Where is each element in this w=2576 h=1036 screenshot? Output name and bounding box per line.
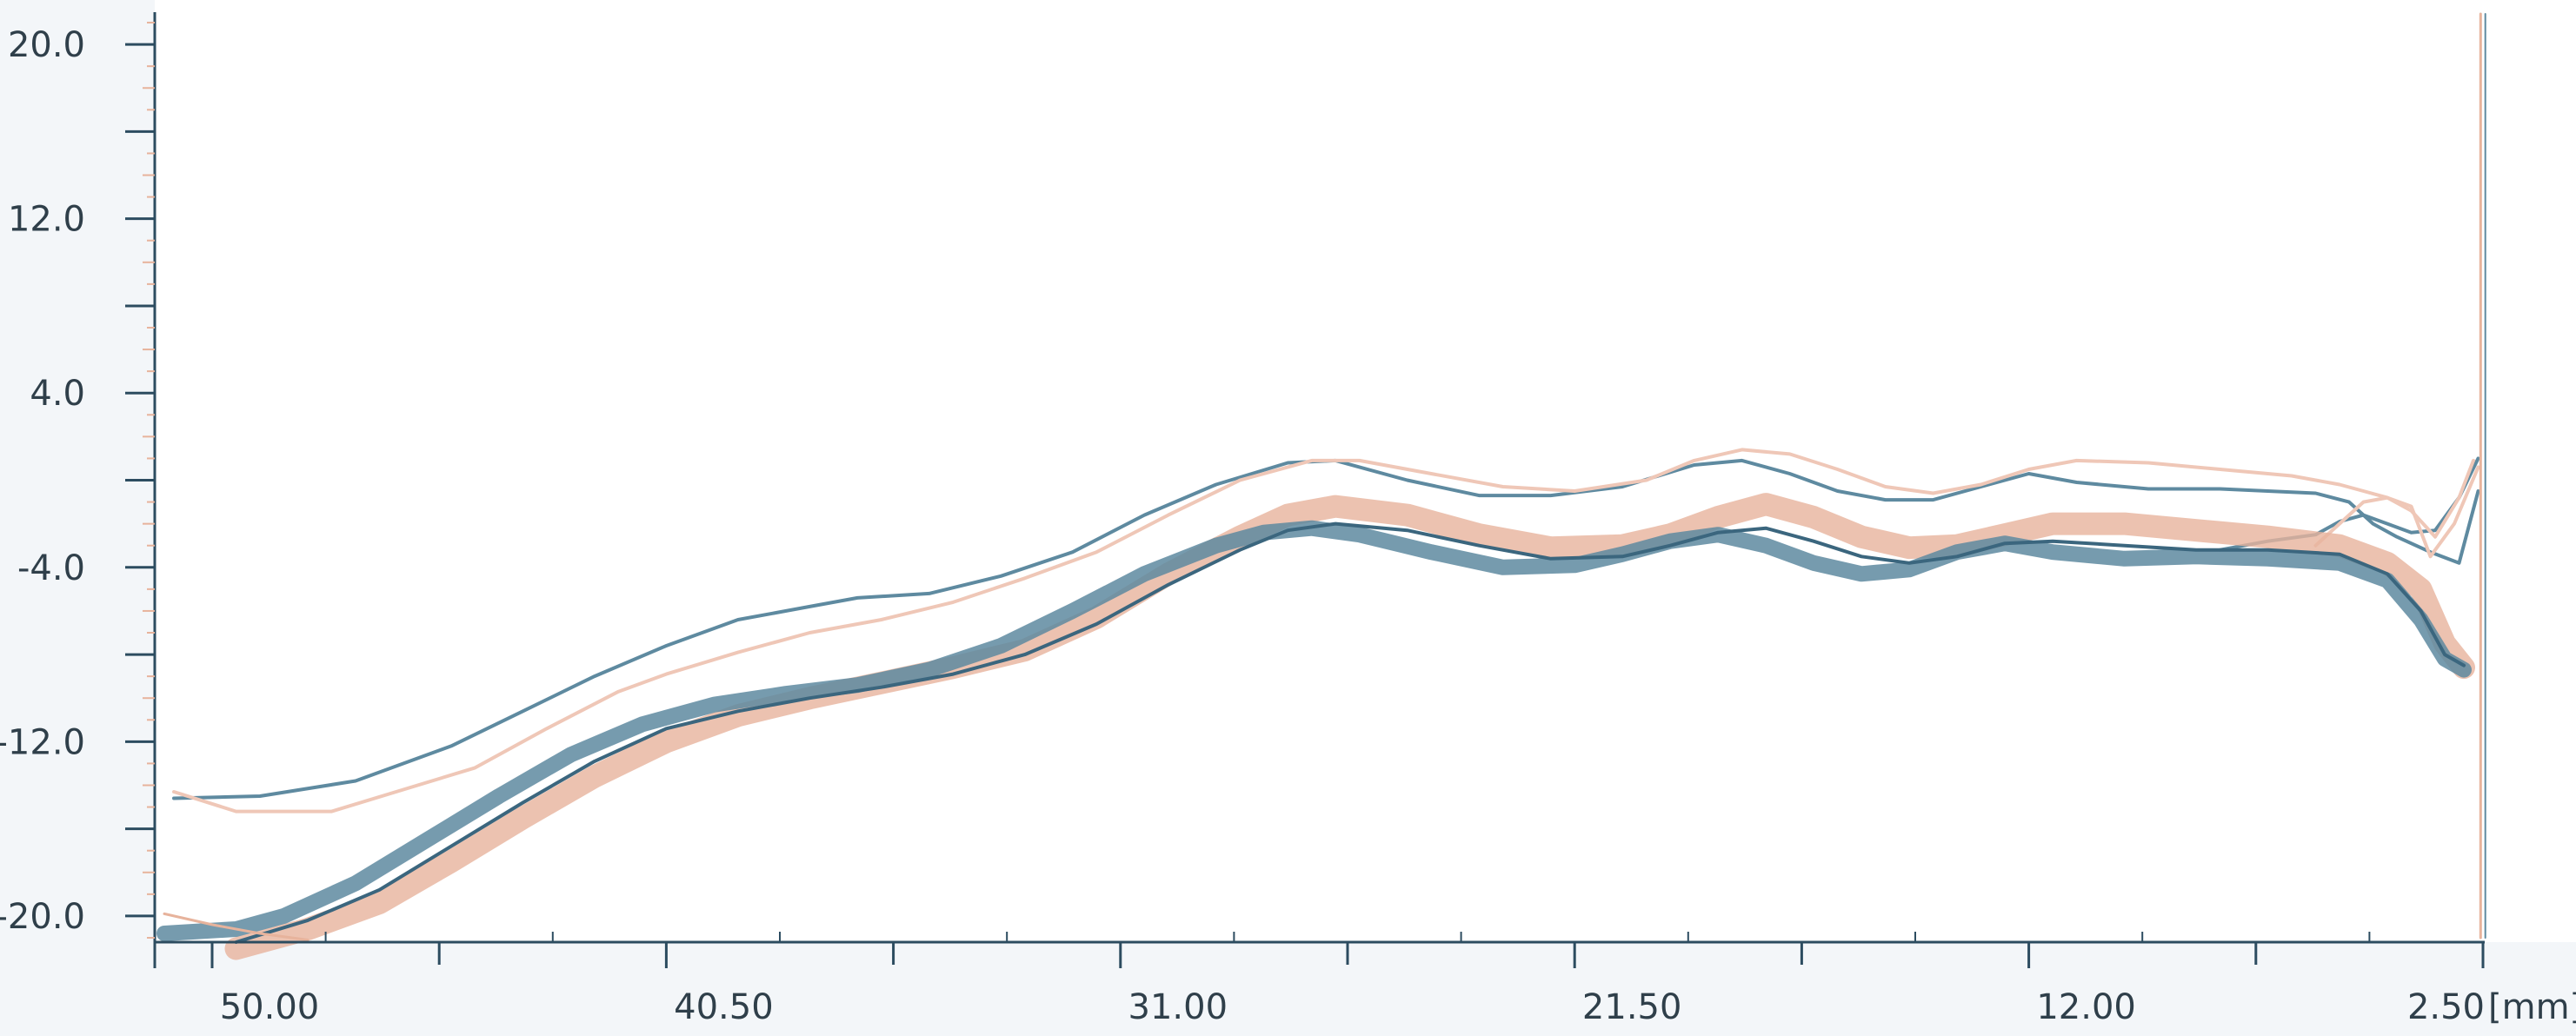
label-layer: 20.0 12.0 4.0 -4.0 -12.0 -20.0 50.00 40.50 31.00… bbox=[0, 25, 2576, 1027]
x-tick-label-6: 2.50 bbox=[2407, 987, 2485, 1027]
series-line-8 bbox=[163, 912, 310, 941]
x-tick-label-2: 40.50 bbox=[674, 987, 774, 1027]
y-tick-label-1: 20.0 bbox=[8, 25, 85, 65]
y-tick-label-3: 4.0 bbox=[30, 374, 85, 414]
series-line-6 bbox=[156, 520, 2472, 941]
series-line-5 bbox=[224, 493, 2475, 960]
series-line-1 bbox=[172, 458, 2480, 800]
series-line-3 bbox=[172, 448, 2480, 814]
y-tick-label-2: 12.0 bbox=[8, 200, 85, 240]
plot-background bbox=[155, 0, 2576, 942]
series-line-7 bbox=[234, 521, 2466, 944]
x-unit-label: [mm] bbox=[2488, 987, 2576, 1027]
x-tick-label-5: 12.00 bbox=[2036, 987, 2136, 1027]
y-tick-label-6: -20.0 bbox=[0, 897, 85, 937]
series-layer bbox=[156, 12, 2486, 960]
y-tick-label-4: -4.0 bbox=[17, 548, 85, 588]
x-tick-label-3: 31.00 bbox=[1128, 987, 1228, 1027]
x-tick-label-4: 21.50 bbox=[1582, 987, 1682, 1027]
x-tick-label-1: 50.00 bbox=[220, 987, 320, 1027]
y-tick-label-5: -12.0 bbox=[0, 722, 85, 762]
series-line-4 bbox=[2313, 458, 2475, 548]
axis-layer bbox=[125, 12, 2485, 968]
